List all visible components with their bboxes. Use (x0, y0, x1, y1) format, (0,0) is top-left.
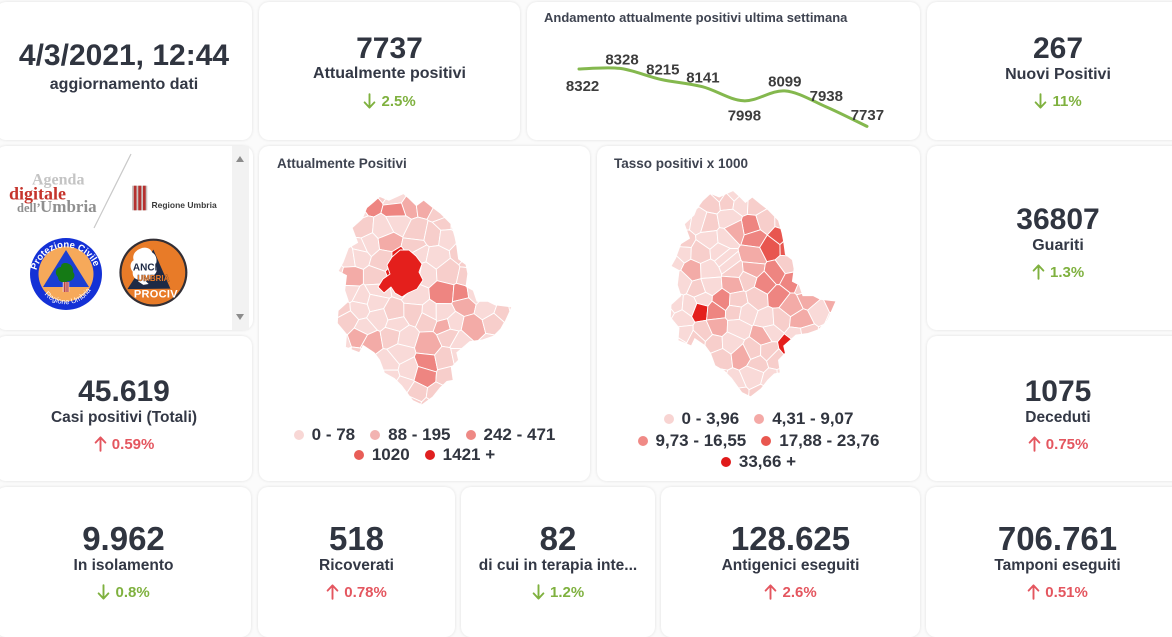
svg-text:Umbria: Umbria (40, 197, 97, 216)
svg-text:Agenda: Agenda (32, 172, 84, 189)
svg-text:7998: 7998 (728, 107, 761, 124)
svg-text:7737: 7737 (851, 107, 884, 124)
svg-text:8141: 8141 (686, 69, 719, 86)
svg-text:UMBRIA: UMBRIA (137, 274, 169, 283)
svg-text:dell’: dell’ (17, 201, 41, 215)
svg-text:digitale: digitale (9, 184, 66, 204)
svg-text:8099: 8099 (768, 73, 801, 90)
svg-text:PROCIV: PROCIV (134, 289, 178, 301)
svg-text:8328: 8328 (605, 52, 638, 69)
svg-text:8215: 8215 (646, 62, 679, 79)
svg-text:ANCI: ANCI (133, 263, 158, 274)
svg-text:Regione Umbria: Regione Umbria (152, 200, 217, 210)
svg-text:7938: 7938 (810, 88, 843, 105)
svg-text:8322: 8322 (566, 78, 599, 95)
